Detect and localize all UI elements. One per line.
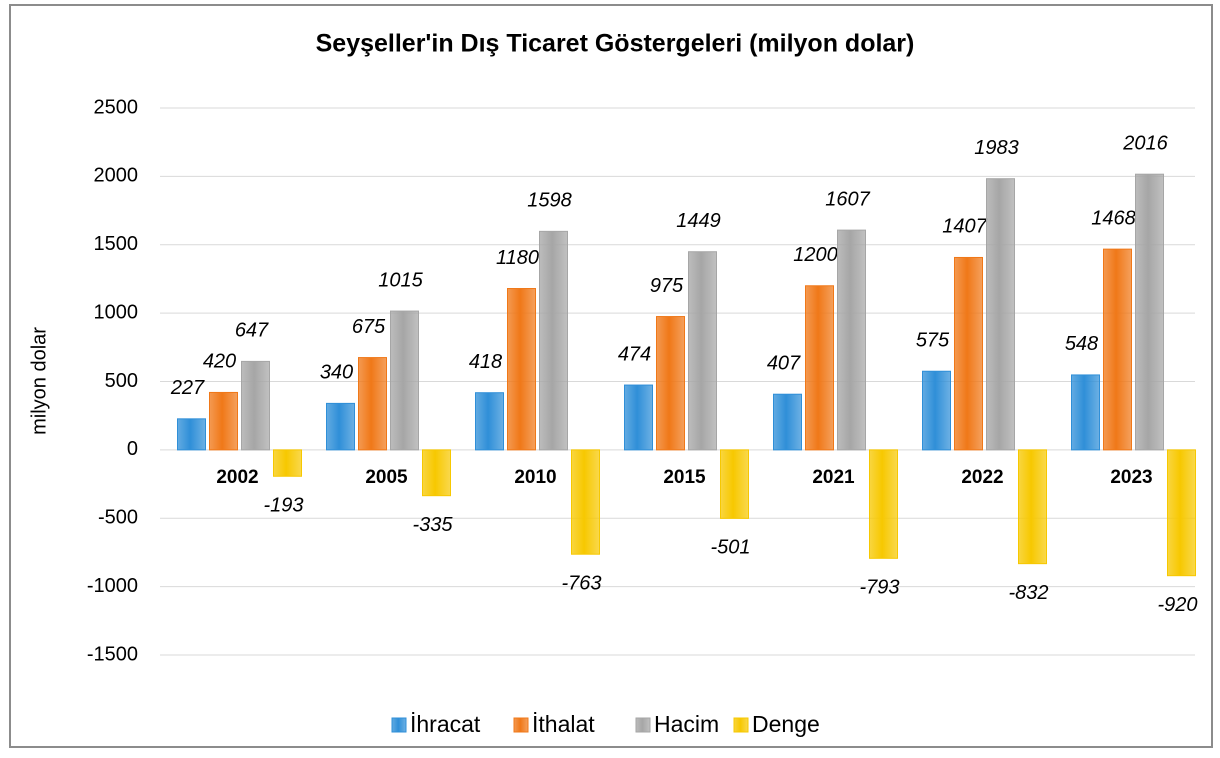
data-label: 1598 [527, 190, 572, 212]
y-tick-label: -1500 [87, 643, 138, 665]
bar [1103, 248, 1132, 451]
bar [326, 402, 355, 451]
bar [358, 357, 387, 451]
y-tick-label: -500 [98, 507, 138, 529]
legend-swatch [635, 717, 651, 733]
y-tick-label: 2500 [94, 96, 139, 118]
x-tick-label: 2022 [961, 467, 1003, 488]
bar [539, 230, 568, 451]
data-label: 1983 [974, 137, 1019, 159]
data-label: 1200 [793, 244, 838, 266]
data-label: 2016 [1122, 132, 1168, 154]
x-tick-label: 2002 [216, 467, 258, 488]
bar [837, 229, 866, 451]
data-label: 1607 [825, 188, 870, 210]
bar [773, 393, 802, 451]
data-label: 575 [916, 330, 950, 352]
data-label: -920 [1157, 594, 1197, 616]
bar [720, 449, 749, 519]
data-label: 548 [1065, 333, 1098, 355]
y-axis-label: milyon dolar [28, 327, 50, 435]
x-tick-label: 2023 [1110, 467, 1152, 488]
bar [805, 285, 834, 451]
bar [954, 256, 983, 451]
bar [571, 449, 600, 555]
y-tick-label: 1500 [94, 233, 139, 255]
data-label: 1468 [1091, 207, 1136, 229]
y-tick-label: -1000 [87, 575, 138, 597]
data-label: 647 [235, 320, 269, 342]
data-label: 1449 [676, 210, 721, 232]
x-tick-label: 2015 [663, 467, 706, 488]
bar [922, 370, 951, 451]
data-label: 1015 [378, 269, 423, 291]
bar [241, 360, 270, 451]
data-label: 418 [469, 351, 502, 373]
chart-frame [9, 4, 1213, 748]
data-label: 340 [320, 362, 353, 384]
data-label: -501 [710, 537, 750, 559]
bar [656, 316, 685, 451]
y-tick-label: 500 [105, 370, 138, 392]
data-label: 227 [170, 377, 205, 399]
data-label: 1407 [942, 216, 987, 238]
data-label: 1180 [496, 247, 539, 269]
legend-swatch [391, 717, 407, 733]
bar [177, 418, 206, 451]
data-label: 975 [650, 275, 684, 297]
data-label: -335 [412, 514, 453, 536]
bar [986, 178, 1015, 451]
bar [1071, 374, 1100, 451]
x-tick-label: 2010 [514, 467, 556, 488]
bar [1167, 449, 1196, 577]
legend-label: İthalat [532, 711, 595, 737]
legend-label: Denge [752, 711, 820, 737]
legend-label: İhracat [410, 711, 481, 737]
y-tick-label: 0 [127, 438, 138, 460]
bar [624, 384, 653, 451]
chart-title: Seyşeller'in Dış Ticaret Göstergeleri (m… [316, 30, 915, 58]
data-label: 420 [203, 351, 236, 373]
bar [475, 392, 504, 451]
y-tick-label: 2000 [94, 165, 139, 187]
bar [273, 449, 302, 477]
x-tick-label: 2021 [812, 467, 855, 488]
data-label: 407 [767, 352, 801, 374]
data-label: -193 [263, 495, 303, 517]
bar [688, 251, 717, 451]
bar [422, 449, 451, 497]
bar [1135, 173, 1164, 451]
data-label: -793 [859, 577, 899, 599]
data-label: -763 [561, 572, 601, 594]
bar [869, 449, 898, 559]
bar [1018, 449, 1047, 565]
data-label: 474 [618, 343, 651, 365]
legend-label: Hacim [654, 711, 719, 737]
bar [390, 310, 419, 451]
x-tick-label: 2005 [365, 467, 408, 488]
legend-swatch [513, 717, 529, 733]
legend-swatch [733, 717, 749, 733]
bar [209, 391, 238, 451]
data-label: 675 [352, 316, 386, 338]
data-label: -832 [1008, 582, 1048, 604]
bar [507, 288, 536, 451]
y-tick-label: 1000 [94, 301, 139, 323]
